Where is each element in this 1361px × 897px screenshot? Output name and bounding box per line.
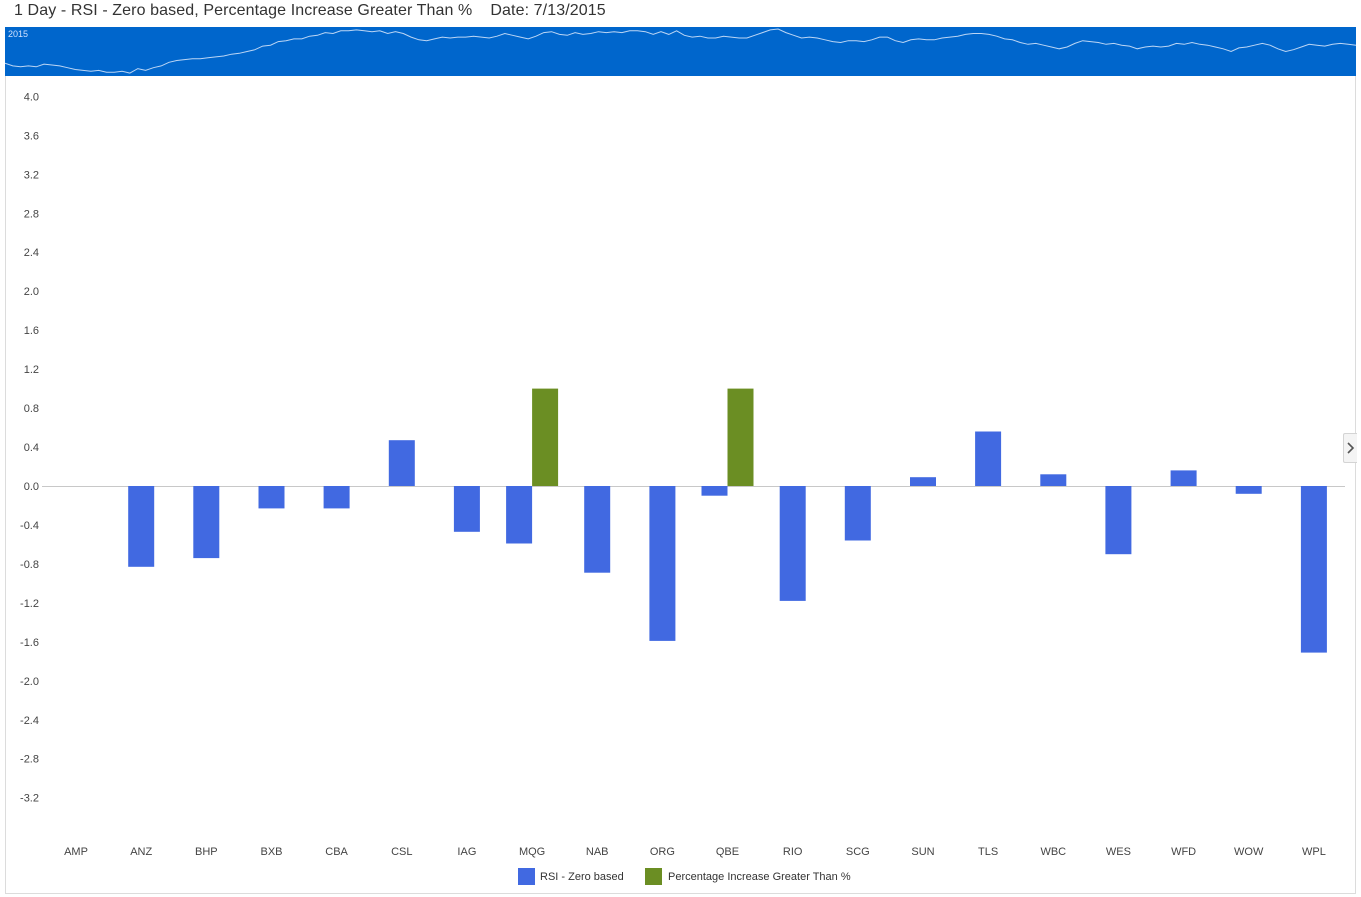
date-label: Date: 7/13/2015: [490, 2, 606, 19]
y-tick-label: 0.8: [24, 403, 39, 415]
x-tick-label: WBC: [1040, 846, 1066, 858]
legend-swatch[interactable]: [518, 868, 535, 885]
x-tick-label: CBA: [325, 846, 348, 858]
y-tick-label: -3.2: [20, 793, 39, 805]
x-tick-label: NAB: [586, 846, 609, 858]
x-tick-label: AMP: [64, 846, 88, 858]
x-tick-label: ORG: [650, 846, 675, 858]
x-tick-label: WFD: [1171, 846, 1196, 858]
x-tick-label: TLS: [978, 846, 998, 858]
legend[interactable]: RSI - Zero based Percentage Increase Grea…: [518, 868, 851, 885]
x-tick-label: MQG: [519, 846, 545, 858]
y-axis: 4.0 3.6 3.2 2.8 2.4 2.0 1.6 1.2 0.8 0.4 0.0 -0.4 -0.…: [20, 91, 39, 804]
chevron-right-icon: [1347, 442, 1355, 454]
y-tick-label: 1.2: [24, 364, 39, 376]
x-tick-label: ANZ: [130, 846, 152, 858]
bar-bhp-rsi[interactable]: [193, 486, 220, 559]
y-tick-label: -1.6: [20, 637, 39, 649]
x-tick-label: CSL: [391, 846, 412, 858]
legend-label[interactable]: RSI - Zero based: [540, 871, 624, 883]
x-tick-label: WOW: [1234, 846, 1264, 858]
bar-qbe-pct-increase[interactable]: [727, 388, 754, 486]
y-tick-label: -2.0: [20, 676, 39, 688]
bar-wfd-rsi[interactable]: [1170, 470, 1197, 486]
y-tick-label: -2.4: [20, 715, 39, 727]
bar-iag-rsi[interactable]: [453, 486, 480, 532]
chart-title: 1 Day - RSI - Zero based, Percentage Inc…: [14, 2, 606, 20]
y-tick-label: 2.8: [24, 208, 39, 220]
bar-sun-rsi[interactable]: [910, 477, 936, 486]
bar-mqg-rsi[interactable]: [506, 486, 533, 544]
y-tick-label: 1.6: [24, 325, 39, 337]
y-tick-label: 4.0: [24, 91, 39, 103]
x-tick-label: BHP: [195, 846, 218, 858]
bar-wbc-rsi[interactable]: [1040, 474, 1067, 486]
x-tick-label: SCG: [846, 846, 870, 858]
x-tick-label: WES: [1106, 846, 1131, 858]
y-tick-label: 2.0: [24, 286, 39, 298]
range-navigator[interactable]: 2015: [5, 27, 1356, 76]
title-text: 1 Day - RSI - Zero based, Percentage Inc…: [14, 2, 473, 19]
bar-cba-rsi[interactable]: [323, 486, 350, 509]
bar-wpl-rsi[interactable]: [1300, 486, 1327, 653]
bar-scg-rsi[interactable]: [844, 486, 871, 541]
x-axis: AMP ANZ BHP BXB CBA CSL IAG MQG NAB ORG QBE RIO SCG S…: [64, 846, 1326, 858]
y-tick-label: -2.8: [20, 754, 39, 766]
bar-tls-rsi[interactable]: [975, 431, 1002, 487]
x-tick-label: WPL: [1302, 846, 1326, 858]
bar-csl-rsi[interactable]: [388, 440, 415, 486]
x-tick-label: RIO: [783, 846, 803, 858]
bar-anz-rsi[interactable]: [128, 486, 155, 567]
navigator-sparkline: [5, 28, 1356, 74]
bar-org-rsi[interactable]: [649, 486, 676, 641]
legend-label[interactable]: Percentage Increase Greater Than %: [668, 871, 851, 883]
x-tick-label: QBE: [716, 846, 739, 858]
bar-bxb-rsi[interactable]: [258, 486, 285, 509]
y-tick-label: 3.6: [24, 130, 39, 142]
bar-nab-rsi[interactable]: [584, 486, 611, 573]
y-tick-label: -0.4: [20, 520, 39, 532]
bar-wow-rsi[interactable]: [1235, 486, 1262, 494]
bar-wes-rsi[interactable]: [1105, 486, 1132, 555]
y-tick-label: 0.0: [24, 481, 39, 493]
x-tick-label: IAG: [457, 846, 476, 858]
y-tick-label: 2.4: [24, 247, 39, 259]
navigator-year-label: 2015: [8, 29, 29, 39]
scroll-right-button[interactable]: [1343, 433, 1357, 463]
bar-qbe-rsi[interactable]: [701, 486, 728, 496]
x-tick-label: SUN: [911, 846, 934, 858]
y-tick-label: -0.8: [20, 559, 39, 571]
bar-mqg-pct-increase[interactable]: [532, 388, 559, 486]
x-tick-label: BXB: [260, 846, 282, 858]
bars-group: [128, 388, 1327, 653]
y-tick-label: 3.2: [24, 169, 39, 181]
legend-swatch[interactable]: [645, 868, 662, 885]
bar-rio-rsi[interactable]: [779, 486, 806, 601]
y-tick-label: -1.2: [20, 598, 39, 610]
y-tick-label: 0.4: [24, 442, 39, 454]
